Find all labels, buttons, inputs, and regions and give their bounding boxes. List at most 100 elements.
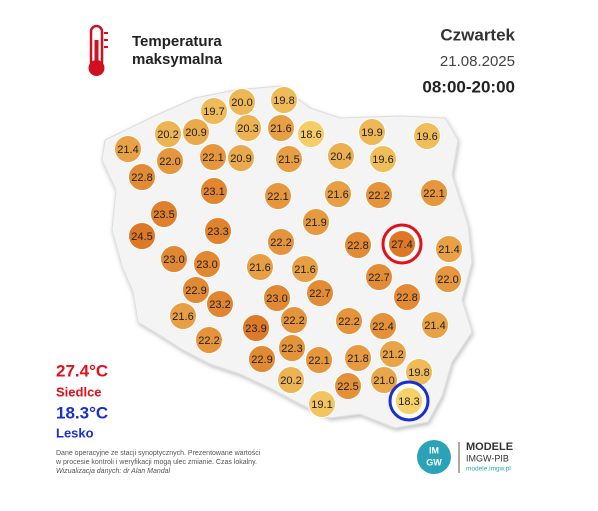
station-marker [379,340,407,368]
station-marker [393,283,421,311]
logo-name: MODELE [466,441,513,453]
note: w procesie kontroli i weryfikacji mogą u… [55,459,257,466]
logo-url: modele.imgw.pl [466,466,511,473]
station-value: 18.3 [398,396,419,408]
station-marker [388,230,416,258]
station-marker [421,311,449,339]
station-value: 22.2 [338,316,359,328]
station-marker [365,181,393,209]
station-value: 21.5 [278,154,299,166]
station-marker [150,200,178,228]
station-value: 23.9 [245,323,266,335]
date: 21.08.2025 [440,53,515,70]
station-value: 22.1 [267,191,288,203]
station-marker [395,387,423,415]
station-value: 20.9 [230,153,251,165]
station-value: 18.6 [300,129,321,141]
station-marker [297,120,325,148]
station-marker [206,290,234,318]
station-value: 23.0 [196,259,217,271]
station-marker [334,372,362,400]
station-marker [278,334,306,362]
station-value: 22.1 [308,355,329,367]
stations: 19.7 20.0 19.8 20.3 21.6 18.6 20.2 20.9 21.4 22.0… [114,86,463,422]
station-marker [365,263,393,291]
station-marker [246,253,274,281]
station-value: 19.7 [203,106,224,118]
station-marker [199,143,227,171]
station-value: 19.6 [416,131,437,143]
station-value: 21.6 [327,189,348,201]
station-marker [182,118,210,146]
hours: 08:00-20:00 [422,77,515,96]
station-value: 22.5 [337,381,358,393]
station-marker [308,390,336,418]
station-value: 22.7 [309,288,330,300]
station-marker [369,145,397,173]
station-marker [270,86,298,114]
station-marker [156,147,184,175]
station-value: 23.0 [163,254,184,266]
station-value: 23.5 [153,209,174,221]
station-value: 22.9 [251,354,272,366]
station-marker [169,302,197,330]
station-marker [324,180,352,208]
station-marker [275,145,303,173]
station-value: 21.0 [373,375,394,387]
station-value: 23.3 [207,226,228,238]
note: Dane operacyjne ze stacji synoptycznych.… [56,450,261,457]
station-marker [204,217,232,245]
station-value: 21.6 [172,311,193,323]
station-value: 22.0 [159,156,180,168]
station-marker [302,208,330,236]
station-marker [370,366,398,394]
station-marker [420,179,448,207]
station-value: 23.2 [209,299,230,311]
min-place: Lesko [56,425,94,440]
station-marker [344,344,372,372]
station-marker [128,222,156,250]
station-value: 19.6 [372,154,393,166]
station-value: 21.2 [382,349,403,361]
station-value: 22.2 [270,237,291,249]
station-marker [291,255,319,283]
station-marker [200,177,228,205]
station-marker [267,228,295,256]
max-value: 27.4°C [56,361,108,380]
station-marker [242,314,270,342]
station-value: 22.1 [202,152,223,164]
station-value: 21.6 [249,262,270,274]
station-value: 19.1 [311,399,332,411]
station-marker [305,346,333,374]
station-value: 21.4 [117,144,138,156]
station-marker [306,279,334,307]
station-value: 22.4 [372,321,393,333]
min-value: 18.3°C [56,403,108,422]
station-value: 20.4 [330,151,351,163]
station-value: 22.7 [368,272,389,284]
station-value: 22.2 [283,315,304,327]
station-value: 21.9 [305,217,326,229]
station-marker [358,118,386,146]
station-marker [227,144,255,172]
max-place: Siedlce [56,384,102,399]
station-marker [128,163,156,191]
station-value: 20.2 [280,375,301,387]
station-value: 27.4 [391,239,412,251]
station-marker [435,235,463,263]
station-marker [195,326,223,354]
station-marker [264,182,292,210]
station-marker [344,231,372,259]
station-value: 23.0 [266,293,287,305]
station-marker [160,245,188,273]
station-marker [114,135,142,163]
title: maksymalna [132,51,223,68]
station-value: 22.0 [437,274,458,286]
station-marker [200,97,228,125]
station-marker [277,366,305,394]
logo-mark: IM [429,445,439,455]
station-marker [182,276,210,304]
station-value: 22.2 [368,190,389,202]
station-value: 21.6 [294,264,315,276]
credit: Wizualizacja danych: dr Alan Mandal [56,468,171,475]
